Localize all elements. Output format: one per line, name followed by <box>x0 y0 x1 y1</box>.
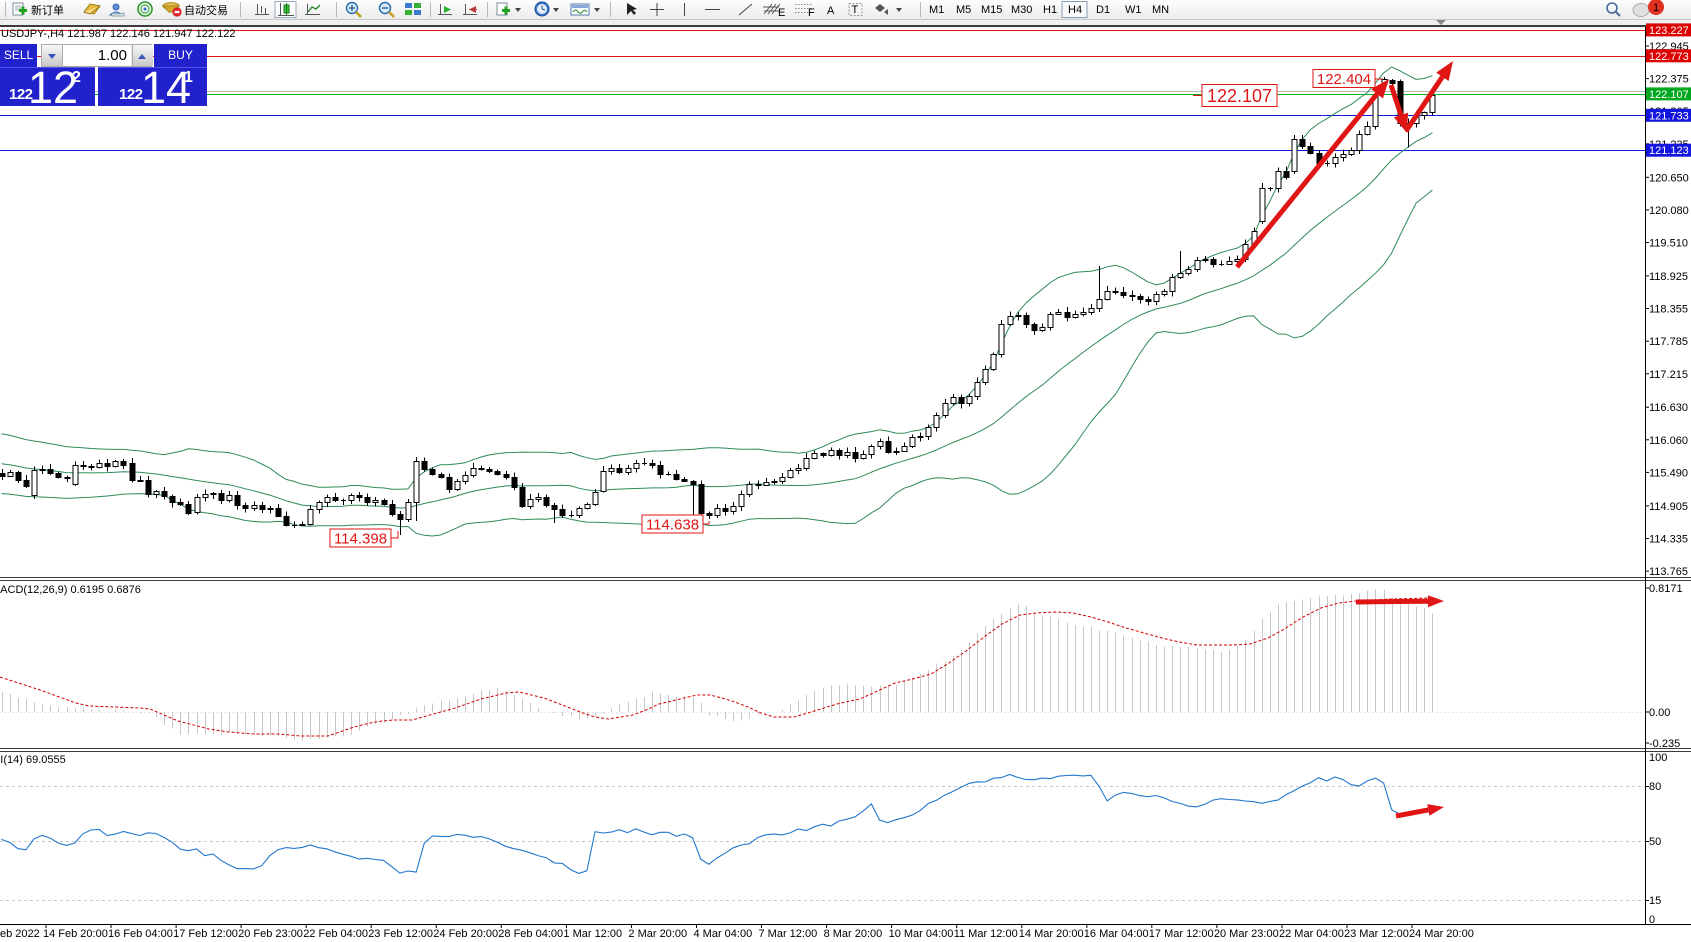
svg-text:14 Mar 20:00: 14 Mar 20:00 <box>1019 928 1084 940</box>
svg-text:114.398: 114.398 <box>334 530 387 547</box>
svg-text:F: F <box>808 7 815 19</box>
svg-text:123.227: 123.227 <box>1649 25 1689 37</box>
svg-text:新订单: 新订单 <box>31 3 64 17</box>
svg-text:0.00: 0.00 <box>1649 707 1670 719</box>
svg-text:10 Mar 04:00: 10 Mar 04:00 <box>889 928 954 940</box>
svg-text:22 Mar 04:00: 22 Mar 04:00 <box>1279 928 1344 940</box>
svg-text:M30: M30 <box>1011 4 1032 16</box>
svg-text:28 Feb 04:00: 28 Feb 04:00 <box>498 928 563 940</box>
svg-text:114.905: 114.905 <box>1649 501 1688 513</box>
svg-text:E: E <box>778 7 785 19</box>
svg-text:120.080: 120.080 <box>1649 205 1689 217</box>
svg-text:121.123: 121.123 <box>1649 145 1689 157</box>
svg-text:117.785: 117.785 <box>1649 336 1688 348</box>
svg-text:24 Feb 20:00: 24 Feb 20:00 <box>433 928 498 940</box>
svg-text:114.335: 114.335 <box>1649 534 1688 546</box>
svg-text:M5: M5 <box>956 4 971 16</box>
svg-text:16 Feb 04:00: 16 Feb 04:00 <box>108 928 173 940</box>
svg-text:-0.235: -0.235 <box>1649 738 1680 750</box>
svg-text:14 Feb 20:00: 14 Feb 20:00 <box>43 928 108 940</box>
svg-text:20 Feb 23:00: 20 Feb 23:00 <box>238 928 303 940</box>
svg-text:15: 15 <box>1649 895 1661 907</box>
svg-text:23 Feb 12:00: 23 Feb 12:00 <box>368 928 433 940</box>
svg-text:17 Feb 12:00: 17 Feb 12:00 <box>173 928 238 940</box>
svg-text:24 Mar 20:00: 24 Mar 20:00 <box>1409 928 1474 940</box>
svg-text:1: 1 <box>1653 2 1659 14</box>
svg-text:100: 100 <box>1649 752 1667 764</box>
svg-text:122.773: 122.773 <box>1649 51 1689 63</box>
svg-text:118.925: 118.925 <box>1649 271 1688 283</box>
svg-text:1 Mar 12:00: 1 Mar 12:00 <box>563 928 622 940</box>
svg-text:2 Mar 20:00: 2 Mar 20:00 <box>628 928 687 940</box>
svg-text:115.490: 115.490 <box>1649 467 1688 479</box>
svg-text:8 Mar 20:00: 8 Mar 20:00 <box>824 928 883 940</box>
svg-text:11 Mar 12:00: 11 Mar 12:00 <box>954 928 1018 940</box>
svg-text:22 Feb 04:00: 22 Feb 04:00 <box>303 928 368 940</box>
svg-text:117.215: 117.215 <box>1649 369 1688 381</box>
svg-text:0.8171: 0.8171 <box>1649 583 1683 595</box>
svg-text:116.060: 116.060 <box>1649 435 1688 447</box>
svg-text:RSI(14) 69.0555: RSI(14) 69.0555 <box>0 754 66 766</box>
svg-text:20 Mar 23:00: 20 Mar 23:00 <box>1214 928 1279 940</box>
svg-text:自动交易: 自动交易 <box>184 3 228 17</box>
svg-text:120.650: 120.650 <box>1649 172 1689 184</box>
svg-text:4 Mar 04:00: 4 Mar 04:00 <box>694 928 753 940</box>
svg-text:MACD(12,26,9) 0.6195 0.6876: MACD(12,26,9) 0.6195 0.6876 <box>0 584 141 596</box>
svg-text:121.733: 121.733 <box>1649 110 1689 122</box>
svg-text:0: 0 <box>1649 914 1655 926</box>
svg-text:122.107: 122.107 <box>1649 89 1689 101</box>
svg-text:USDJPY-,H4 121.987 122.146 12: USDJPY-,H4 121.987 122.146 121.947 122.1… <box>1 28 235 40</box>
svg-text:H1: H1 <box>1043 4 1057 16</box>
svg-text:T: T <box>852 4 859 16</box>
svg-text:113.765: 113.765 <box>1649 566 1688 578</box>
svg-text:114.638: 114.638 <box>646 516 699 533</box>
svg-text:W1: W1 <box>1125 4 1142 16</box>
svg-text:118.355: 118.355 <box>1649 304 1688 316</box>
svg-text:16 Mar 04:00: 16 Mar 04:00 <box>1084 928 1149 940</box>
svg-text:122.375: 122.375 <box>1649 74 1689 86</box>
svg-text:17 Mar 12:00: 17 Mar 12:00 <box>1149 928 1214 940</box>
svg-text:116.630: 116.630 <box>1649 402 1688 414</box>
svg-text:eb 2022: eb 2022 <box>0 928 40 940</box>
svg-text:122.404: 122.404 <box>1317 71 1371 88</box>
svg-text:M15: M15 <box>981 4 1002 16</box>
svg-text:122.107: 122.107 <box>1207 86 1272 106</box>
svg-text:50: 50 <box>1649 836 1661 848</box>
svg-text:H4: H4 <box>1068 4 1082 16</box>
svg-text:7 Mar 12:00: 7 Mar 12:00 <box>759 928 818 940</box>
svg-text:23 Mar 12:00: 23 Mar 12:00 <box>1344 928 1409 940</box>
svg-text:119.510: 119.510 <box>1649 238 1688 250</box>
svg-text:M1: M1 <box>929 4 944 16</box>
svg-text:D1: D1 <box>1096 4 1110 16</box>
svg-text:80: 80 <box>1649 781 1661 793</box>
svg-text:A: A <box>827 5 835 17</box>
svg-text:MN: MN <box>1152 4 1169 16</box>
